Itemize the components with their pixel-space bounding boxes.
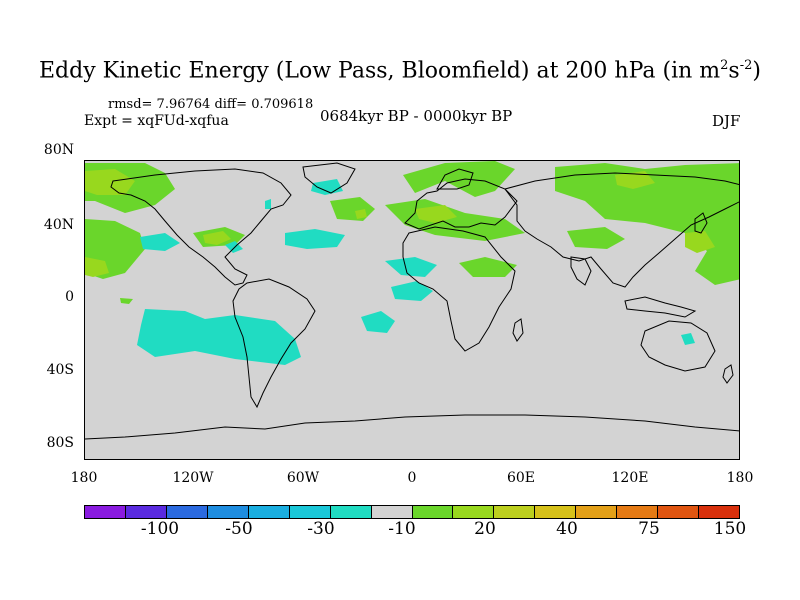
map-svg <box>85 161 739 459</box>
africa-coast <box>402 226 516 352</box>
period-label: 0684kyr BP - 0000kyr BP <box>320 107 513 125</box>
rmsd-text: rmsd= 7.96764 diff= 0.709618 <box>108 97 314 112</box>
colorbar-label: 150 <box>713 519 747 539</box>
lon-label-180e: 180 <box>726 470 754 486</box>
positive-anomaly-shading <box>85 161 739 304</box>
greenland-coast <box>302 162 356 194</box>
colorbar-box <box>84 505 126 519</box>
colorbar-box <box>411 505 454 519</box>
colorbar-box <box>165 505 208 519</box>
colorbar-label: 20 <box>474 519 496 539</box>
lat-label-40n: 40N <box>43 217 74 233</box>
colorbar-box <box>616 505 659 519</box>
antarctica-coast <box>85 414 739 440</box>
lon-label-120w: 120W <box>172 470 214 486</box>
new-zealand-coast <box>722 364 734 384</box>
colorbar-label: 75 <box>638 519 660 539</box>
coastlines <box>85 162 739 440</box>
asia-coast <box>504 172 739 288</box>
colorbar-box <box>288 505 331 519</box>
colorbar-box <box>247 505 290 519</box>
map-panel <box>84 160 740 460</box>
colorbar-label: -30 <box>307 519 335 539</box>
lon-label-0: 0 <box>407 470 417 486</box>
colorbar-box <box>534 505 577 519</box>
japan-coast <box>694 212 708 234</box>
india-coast <box>570 256 592 286</box>
lon-label-60w: 60W <box>286 470 320 486</box>
lat-label-80n: 80N <box>43 142 74 158</box>
indonesia-coast <box>624 296 697 318</box>
lon-label-60e: 60E <box>506 470 536 486</box>
colorbar-box <box>575 505 618 519</box>
strong-positive-anomaly-shading <box>85 169 715 277</box>
experiment-label: Expt = xqFUd-xqfua <box>84 113 229 129</box>
colorbar-label: 40 <box>556 519 578 539</box>
lat-label-40s: 40S <box>46 362 74 378</box>
season-label: DJF <box>712 112 741 130</box>
colorbar-box <box>698 505 740 519</box>
colorbar-box <box>124 505 167 519</box>
map-title: Eddy Kinetic Energy (Low Pass, Bloomfiel… <box>39 58 761 84</box>
south-america-coast <box>232 278 316 409</box>
colorbar-box <box>452 505 495 519</box>
north-america-coast <box>110 168 292 286</box>
europe-coast <box>404 178 518 230</box>
scandinavia-coast <box>436 168 474 190</box>
colorbar-box <box>657 505 700 519</box>
colorbar <box>84 505 740 519</box>
lat-label-eq: 0 <box>65 289 74 305</box>
colorbar-box <box>329 505 372 519</box>
colorbar-box <box>206 505 249 519</box>
australia-coast <box>640 320 716 372</box>
colorbar-label: -10 <box>388 519 416 539</box>
lat-label-80s: 80S <box>46 435 74 451</box>
lon-label-180w: 180 <box>70 470 98 486</box>
negative-anomaly-shading <box>137 179 695 365</box>
colorbar-label: -50 <box>225 519 253 539</box>
colorbar-box <box>493 505 536 519</box>
colorbar-box <box>370 505 413 519</box>
colorbar-label: -100 <box>140 519 180 539</box>
lon-label-120e: 120E <box>611 470 649 486</box>
madagascar-coast <box>512 318 524 342</box>
